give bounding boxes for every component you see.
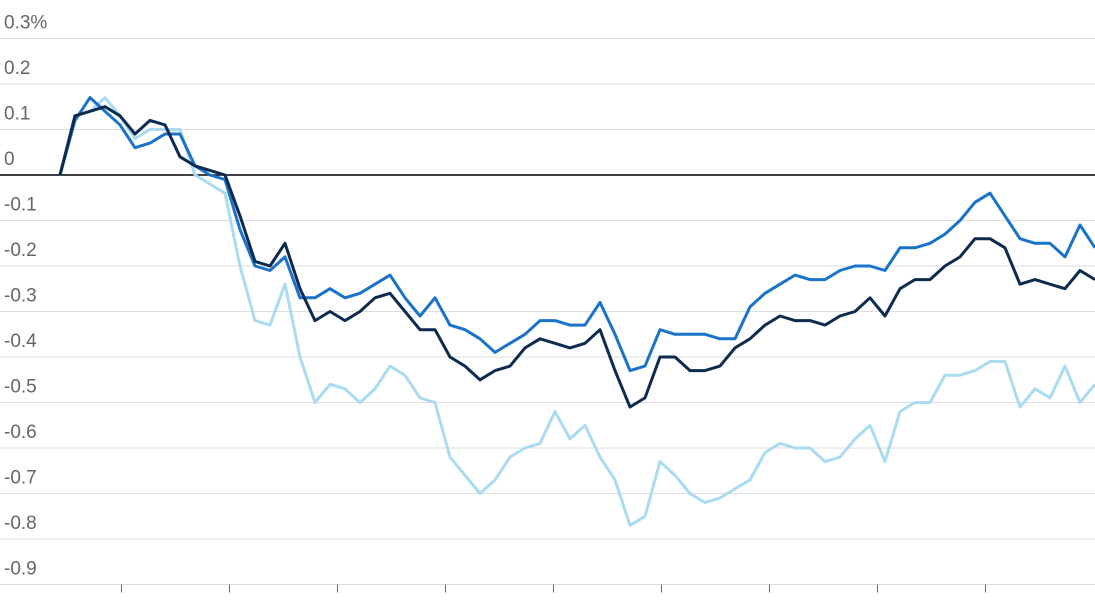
y-tick-label: -0.7	[4, 468, 37, 489]
y-tick-label: -0.6	[4, 422, 37, 443]
y-tick-label: 0.3%	[4, 13, 47, 34]
y-tick-label: -0.9	[4, 559, 37, 580]
y-tick-label: -0.5	[4, 377, 37, 398]
y-tick-label: -0.3	[4, 286, 37, 307]
y-tick-label: 0	[4, 149, 15, 170]
y-tick-label: -0.1	[4, 195, 37, 216]
line-series	[58, 96, 1095, 373]
line-series	[58, 96, 1095, 527]
y-tick-label: -0.2	[4, 240, 37, 261]
y-tick-label: 0.2	[4, 58, 30, 79]
y-tick-label: -0.8	[4, 513, 37, 534]
y-tick-label: -0.4	[4, 331, 37, 352]
y-tick-label: 0.1	[4, 104, 30, 125]
line-series	[58, 105, 1095, 409]
